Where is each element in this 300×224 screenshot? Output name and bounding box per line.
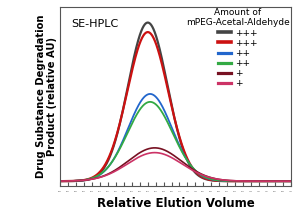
Legend: +++, +++, ++, ++, +, +: +++, +++, ++, ++, +, + xyxy=(186,8,290,88)
X-axis label: Relative Elution Volume: Relative Elution Volume xyxy=(97,197,254,210)
Text: SE-HPLC: SE-HPLC xyxy=(72,19,119,29)
Y-axis label: Drug Substance Degradation
Product (relative AU): Drug Substance Degradation Product (rela… xyxy=(36,15,57,178)
